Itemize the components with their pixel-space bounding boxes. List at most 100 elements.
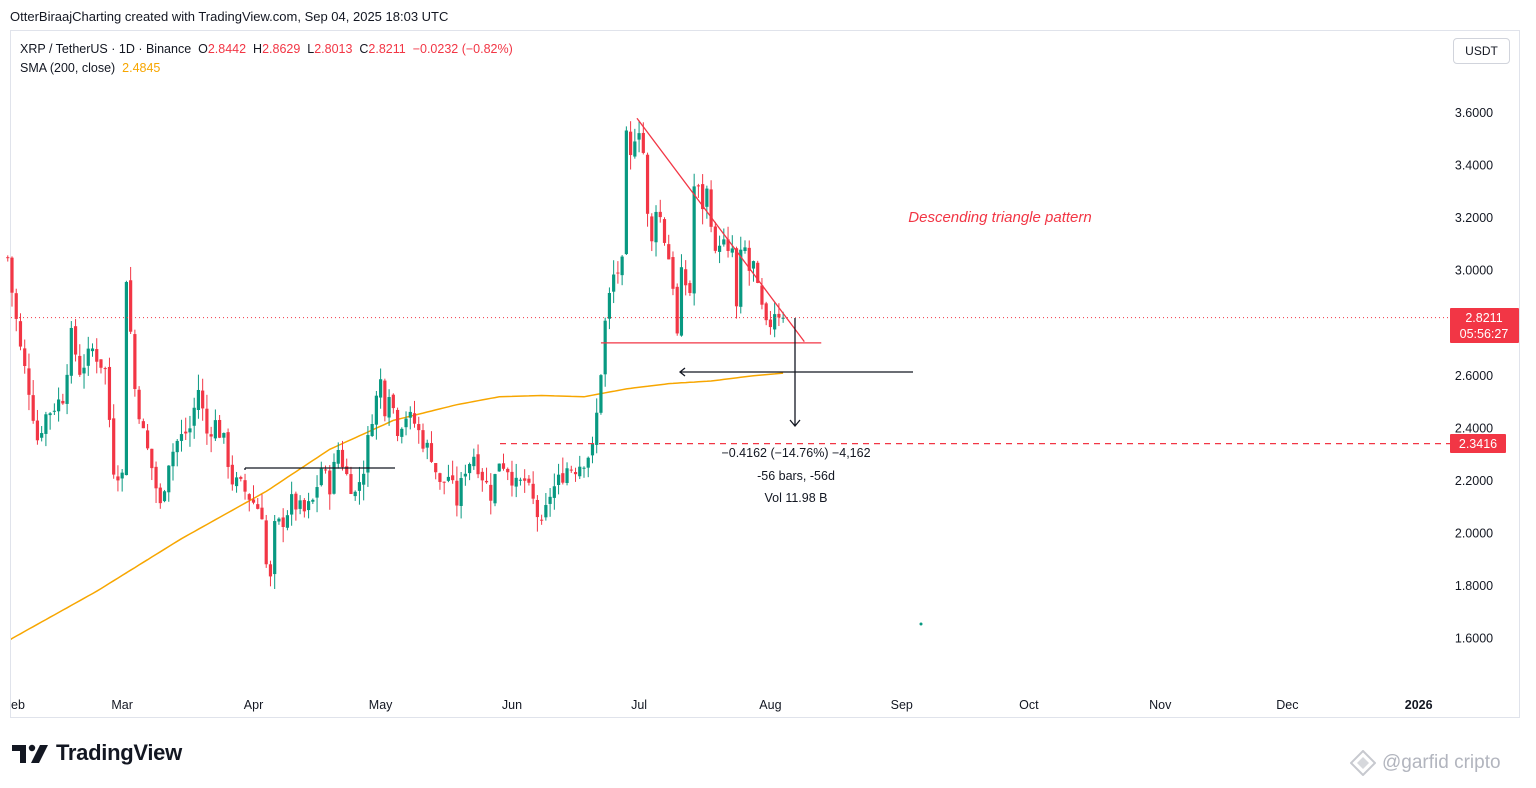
candle — [624, 126, 628, 255]
candle — [607, 287, 612, 330]
high-value: 2.8629 — [262, 42, 301, 56]
candle — [332, 453, 336, 495]
y-tick-label: 1.6000 — [1455, 632, 1493, 646]
symbol-title[interactable]: XRP / TetherUS · 1D · Binance — [20, 42, 192, 56]
candle — [319, 461, 323, 487]
candles-layer — [6, 120, 785, 589]
candle — [328, 465, 332, 510]
candle — [154, 461, 158, 503]
candle — [6, 255, 10, 262]
candle — [290, 481, 294, 526]
candle — [527, 475, 531, 486]
candle — [120, 469, 124, 492]
x-tick-label: Oct — [1019, 698, 1039, 712]
y-tick-label: 2.4000 — [1455, 421, 1493, 435]
chart-header: OtterBiraajCharting created with Trading… — [10, 9, 449, 24]
candle — [569, 465, 573, 473]
measure-change-text: −0.4162 (−14.76%) −4,162 — [721, 446, 870, 460]
candle — [362, 460, 366, 501]
candle — [743, 240, 747, 254]
candle — [82, 354, 86, 389]
candle — [95, 338, 99, 374]
watermark-text: @garfid cripto — [1382, 752, 1501, 773]
candle — [751, 260, 756, 282]
chart-frame — [10, 30, 1520, 718]
candle — [158, 483, 162, 509]
candle — [412, 400, 417, 428]
candle — [391, 393, 395, 414]
pattern-annotation: Descending triangle pattern — [908, 209, 1091, 226]
candle — [311, 498, 315, 504]
candle — [213, 409, 217, 442]
candle — [544, 493, 548, 521]
candle — [52, 403, 56, 415]
tradingview-logo-icon — [12, 744, 48, 763]
candle — [484, 467, 489, 484]
candle — [78, 344, 82, 377]
candle — [107, 357, 112, 428]
tradingview-brand[interactable]: TradingView — [12, 740, 182, 766]
x-tick-label: Mar — [111, 698, 133, 712]
candle — [650, 213, 654, 252]
level-tag[interactable]: 2.3416 — [1450, 434, 1506, 453]
candle — [692, 173, 696, 306]
candle — [61, 393, 65, 405]
y-tick-label: 3.4000 — [1455, 159, 1493, 173]
x-tick-label: Nov — [1149, 698, 1172, 712]
candle — [620, 255, 624, 286]
candle — [298, 495, 302, 515]
candle — [739, 236, 743, 314]
candle — [99, 359, 103, 374]
candle — [713, 221, 717, 254]
candle — [531, 471, 535, 505]
candle — [556, 463, 561, 495]
candle — [345, 458, 349, 476]
candle — [688, 280, 692, 296]
open-label: O — [198, 42, 208, 56]
candle — [247, 493, 251, 512]
low-label: L — [307, 42, 315, 56]
candle — [192, 397, 196, 439]
candle — [573, 467, 578, 482]
ohlc-row[interactable]: XRP / TetherUS · 1D · Binance O2.8442 H2… — [20, 40, 513, 59]
candle — [90, 343, 95, 357]
candle — [251, 485, 256, 505]
candle — [73, 319, 78, 362]
candle — [273, 515, 277, 589]
candle — [23, 339, 27, 374]
currency-button[interactable]: USDT — [1453, 38, 1510, 64]
measure-bars-text: -56 bars, -56d — [757, 469, 835, 483]
price-tag-countdown: 05:56:27 — [1460, 327, 1509, 341]
candle — [302, 498, 306, 518]
candle — [679, 254, 684, 337]
candle — [578, 455, 582, 480]
candle — [459, 471, 463, 519]
candle — [281, 508, 285, 543]
candle — [353, 490, 357, 501]
candle — [57, 387, 61, 422]
sma-row[interactable]: SMA (200, close) 2.4845 — [20, 59, 513, 78]
candle — [239, 475, 243, 482]
candle — [671, 251, 675, 296]
candle — [472, 448, 476, 470]
candle — [667, 234, 671, 260]
candle — [226, 428, 230, 479]
candle — [260, 494, 264, 520]
candle — [306, 492, 311, 519]
candle — [137, 386, 141, 424]
candle — [65, 364, 69, 415]
candle — [222, 432, 226, 444]
candle — [540, 514, 544, 525]
open-value: 2.8442 — [207, 42, 247, 56]
candle — [497, 463, 501, 472]
watermark: @garfid cripto — [1350, 750, 1501, 776]
candle — [506, 467, 510, 481]
x-tick-label: Jul — [631, 698, 647, 712]
candle — [86, 336, 90, 376]
y-tick-label: 1.8000 — [1455, 579, 1493, 593]
candle — [705, 185, 709, 219]
candle — [446, 464, 451, 483]
candle — [323, 465, 328, 474]
price-tag[interactable]: 2.8211 05:56:27 — [1450, 308, 1519, 343]
